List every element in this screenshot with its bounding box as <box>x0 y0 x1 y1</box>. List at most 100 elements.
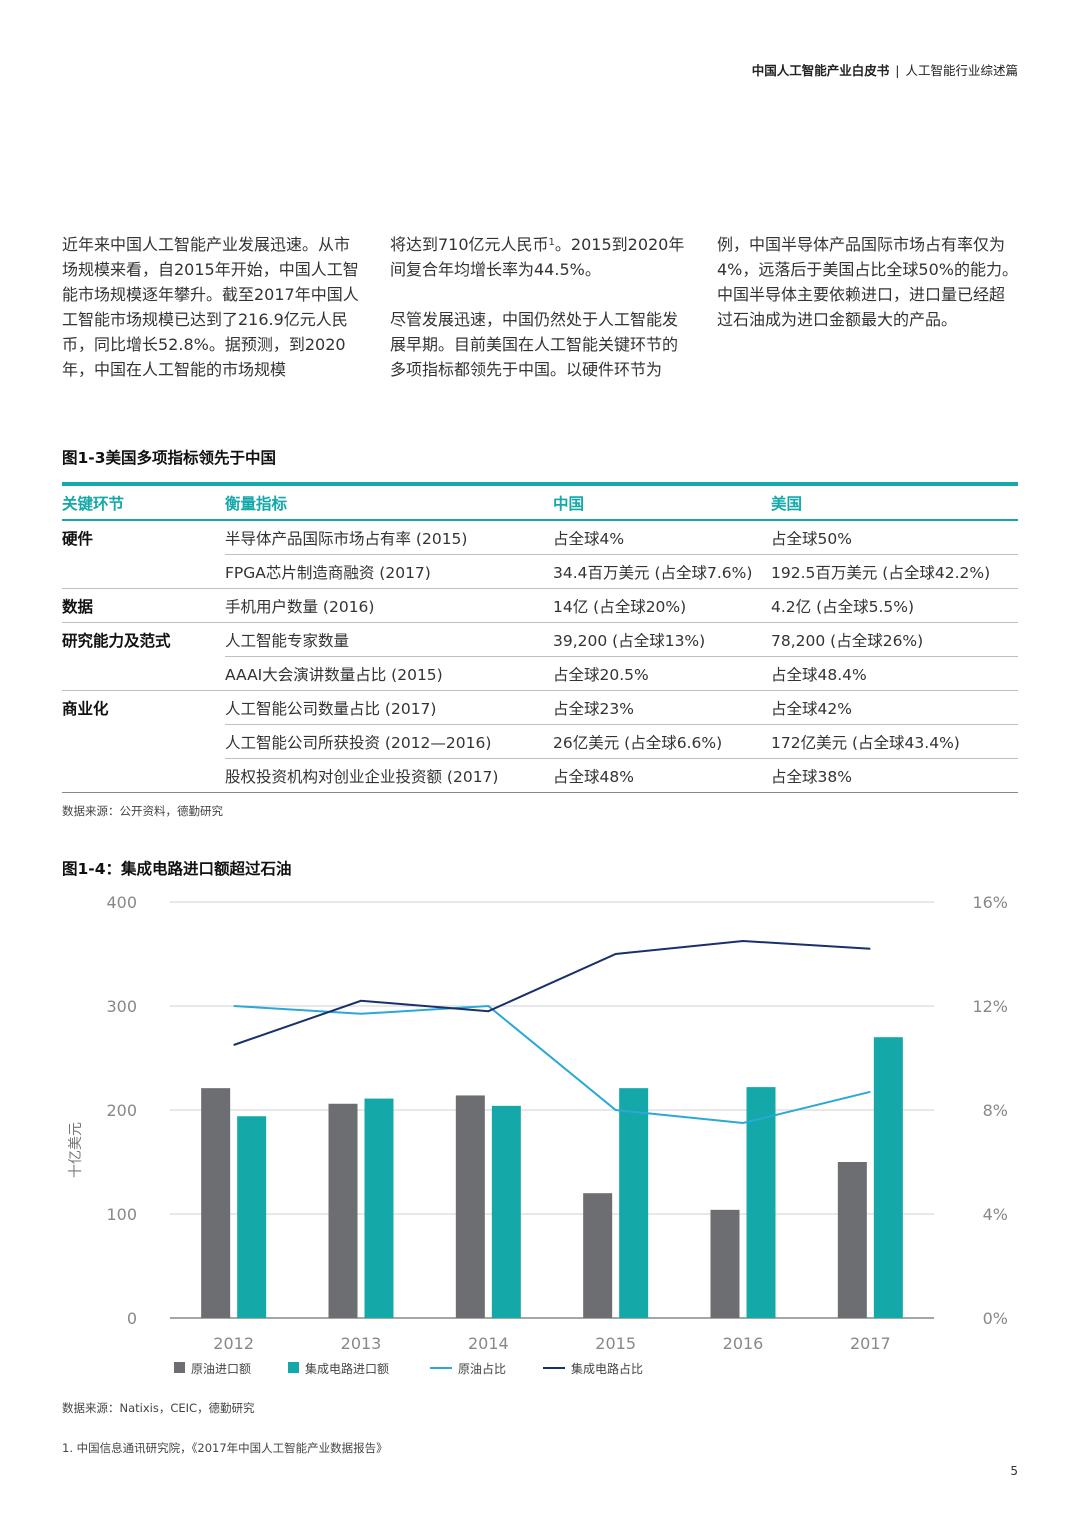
legend-label: 集成电路进口额 <box>305 1361 389 1376</box>
row-usa: 172亿美元 (占全球43.4%) <box>771 724 1018 759</box>
comparison-table: 关键环节 衡量指标 中国 美国 硬件 半导体产品国际市场占有率 (2015) 占… <box>62 482 1018 793</box>
row-china: 占全球48% <box>553 758 771 793</box>
body-paragraph: 近年来中国人工智能产业发展迅速。从市场规模来看，自2015年开始，中国人工智能市… <box>62 235 359 379</box>
y2-tick-label: 4% <box>983 1205 1008 1224</box>
header-title: 中国人工智能产业白皮书 <box>751 63 890 78</box>
x-tick-label: 2014 <box>468 1334 509 1353</box>
y-tick-label: 100 <box>106 1205 137 1224</box>
y-tick-label: 0 <box>127 1309 137 1328</box>
row-metric: 股权投资机构对创业企业投资额 (2017) <box>225 758 553 793</box>
header-separator: | <box>895 63 900 78</box>
row-usa: 占全球38% <box>771 758 1018 793</box>
table-row: FPGA芯片制造商融资 (2017) 34.4百万美元 (占全球7.6%) 19… <box>62 554 1018 589</box>
chart-lines <box>233 939 871 1125</box>
bar-2012-oil <box>201 1088 231 1318</box>
header-usa: 美国 <box>771 484 1018 521</box>
row-china: 26亿美元 (占全球6.6%) <box>553 724 771 759</box>
row-metric: AAAI大会演讲数量占比 (2015) <box>225 656 553 691</box>
row-category <box>62 758 225 793</box>
bar-2014-ic <box>491 1105 521 1318</box>
row-china: 14亿 (占全球20%) <box>553 588 771 623</box>
y2-tick-label: 0% <box>983 1309 1008 1328</box>
table-row: 硬件 半导体产品国际市场占有率 (2015) 占全球4% 占全球50% <box>62 520 1018 555</box>
x-tick-label: 2015 <box>595 1334 636 1353</box>
row-metric: 人工智能公司数量占比 (2017) <box>225 690 553 725</box>
row-category <box>62 554 225 589</box>
chart-gridlines <box>170 901 934 1319</box>
table-source: 数据来源：公开资料，德勤研究 <box>62 804 223 818</box>
x-tick-label: 2012 <box>213 1334 254 1353</box>
body-column-3: 例，中国半导体产品国际市场占有率仅为4%，远落后于美国占比全球50%的能力。中国… <box>717 232 1019 332</box>
right-axis-ticks: 0% 4% 8% 12% 16% <box>972 893 1008 1328</box>
y-tick-label: 300 <box>106 997 137 1016</box>
line-oil-share <box>233 1004 871 1125</box>
row-china: 占全球20.5% <box>553 656 771 691</box>
legend-label: 原油进口额 <box>191 1362 251 1376</box>
y-axis-label: 十亿美元 <box>68 1122 84 1178</box>
page-header: 中国人工智能产业白皮书 | 人工智能行业综述篇 <box>752 60 1018 79</box>
table-figure-title: 图1-3美国多项指标领先于中国 <box>62 449 277 467</box>
header-key-stage: 关键环节 <box>62 484 225 521</box>
row-category: 数据 <box>62 588 225 623</box>
table-row: AAAI大会演讲数量占比 (2015) 占全球20.5% 占全球48.4% <box>62 656 1018 691</box>
x-axis-ticks: 2012 2013 2014 2015 2016 2017 <box>213 1334 890 1353</box>
footnote: 1. 中国信息通讯研究院，《2017年中国人工智能产业数据报告》 <box>62 1441 388 1455</box>
bar-2014-oil <box>455 1095 485 1318</box>
body-paragraph: 将达到710亿元人民币1。2015到2020年间复合年均增长率为44.5%。 <box>390 235 685 279</box>
import-chart: 0 100 200 300 400 0% 4% 8% 12% 16% 十亿美元 2012 2013… <box>68 893 1008 1376</box>
table-row: 数据 手机用户数量 (2016) 14亿 (占全球20%) 4.2亿 (占全球5… <box>62 588 1018 623</box>
header-china: 中国 <box>553 484 771 521</box>
x-tick-label: 2016 <box>723 1334 764 1353</box>
y-tick-label: 400 <box>106 893 137 912</box>
row-category: 商业化 <box>62 699 109 718</box>
line-ic-share <box>233 939 871 1046</box>
table-header-row: 关键环节 衡量指标 中国 美国 <box>62 484 1018 521</box>
table-row: 人工智能公司所获投资 (2012—2016) 26亿美元 (占全球6.6%) 1… <box>62 724 1018 759</box>
row-usa: 占全球48.4% <box>771 656 1018 691</box>
row-usa: 78,200 (占全球26%) <box>771 622 1018 657</box>
bar-2012-ic <box>237 1116 267 1318</box>
table-row: 股权投资机构对创业企业投资额 (2017) 占全球48% 占全球38% <box>62 758 1018 793</box>
row-usa: 192.5百万美元 (占全球42.2%) <box>771 554 1018 589</box>
chart-bars <box>201 1037 903 1318</box>
chart-legend: 原油进口额 集成电路进口额 原油占比 集成电路占比 <box>174 1361 643 1376</box>
row-china: 39,200 (占全球13%) <box>553 622 771 657</box>
row-category <box>62 725 225 759</box>
row-usa: 占全球50% <box>771 520 1018 555</box>
y2-tick-label: 8% <box>983 1101 1008 1120</box>
chart-title: 图1-4：集成电路进口额超过石油 <box>62 860 292 878</box>
legend-label: 原油占比 <box>458 1361 506 1376</box>
bar-2016-oil <box>710 1209 740 1318</box>
legend-swatch-0 <box>174 1362 185 1373</box>
row-category <box>62 656 225 691</box>
body-paragraph: 例，中国半导体产品国际市场占有率仅为4%，远落后于美国占比全球50%的能力。中国… <box>717 235 1018 329</box>
bar-2016-ic <box>746 1087 776 1318</box>
body-paragraph: 尽管发展迅速，中国仍然处于人工智能发展早期。目前美国在人工智能关键环节的多项指标… <box>390 310 679 379</box>
chart-source: 数据来源：Natixis，CEIC，德勤研究 <box>62 1401 255 1415</box>
body-column-2: 将达到710亿元人民币1。2015到2020年间复合年均增长率为44.5%。 尽… <box>390 232 692 382</box>
row-china: 占全球4% <box>553 520 771 555</box>
table-row: 研究能力及范式 人工智能专家数量 39,200 (占全球13%) 78,200 … <box>62 622 1018 657</box>
body-column-1: 近年来中国人工智能产业发展迅速。从市场规模来看，自2015年开始，中国人工智能市… <box>62 232 364 382</box>
row-china: 34.4百万美元 (占全球7.6%) <box>553 554 771 589</box>
bar-2017-oil <box>837 1162 867 1318</box>
bar-2017-ic <box>873 1037 903 1318</box>
row-metric: 人工智能公司所获投资 (2012—2016) <box>225 724 553 759</box>
y2-tick-label: 12% <box>972 997 1008 1016</box>
legend-label: 集成电路占比 <box>571 1361 643 1376</box>
y2-tick-label: 16% <box>972 893 1008 912</box>
row-category: 硬件 <box>62 529 94 548</box>
bar-2013-ic <box>364 1098 394 1318</box>
bar-2015-ic <box>619 1088 649 1318</box>
row-metric: 半导体产品国际市场占有率 (2015) <box>225 520 553 555</box>
x-tick-label: 2017 <box>850 1334 891 1353</box>
left-axis-ticks: 0 100 200 300 400 <box>106 893 137 1328</box>
row-china: 占全球23% <box>553 690 771 725</box>
row-metric: FPGA芯片制造商融资 (2017) <box>225 554 553 589</box>
legend-swatch-1 <box>288 1362 299 1373</box>
row-metric: 手机用户数量 (2016) <box>225 588 553 623</box>
footnote-ref[interactable]: 1 <box>548 237 555 248</box>
header-metric: 衡量指标 <box>225 484 553 521</box>
table-row: 商业化 人工智能公司数量占比 (2017) 占全球23% 占全球42% <box>62 690 1018 725</box>
page-number: 5 <box>1010 1464 1018 1478</box>
